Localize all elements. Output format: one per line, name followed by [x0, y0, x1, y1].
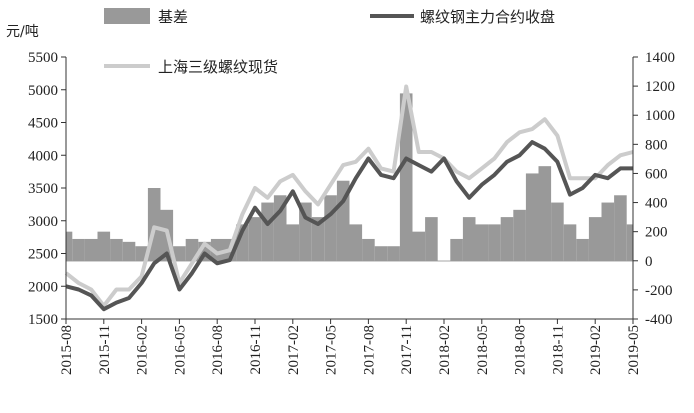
basis-bar — [324, 195, 337, 261]
x-tick-label: 2017-11 — [399, 325, 415, 374]
basis-bar — [626, 224, 633, 261]
basis-bar — [286, 224, 300, 261]
basis-bar — [475, 224, 489, 261]
basis-bar — [513, 209, 526, 261]
spot-price-line — [64, 84, 634, 308]
x-tick-labels: 2015-08 2015-11 2016-02 2016-05 2016-08 2016-… — [59, 319, 642, 375]
basis-bar — [399, 93, 413, 261]
left-tick-label: 3500 — [28, 181, 58, 197]
basis-bar — [173, 246, 186, 261]
basis-bar — [551, 202, 564, 261]
basis-bar — [462, 217, 476, 261]
basis-bar — [576, 238, 589, 261]
legend-swatch-basis — [104, 8, 150, 24]
basis-bar — [261, 202, 274, 261]
x-tick-label: 2019-02 — [588, 325, 604, 375]
x-tick-label: 2016-08 — [210, 325, 226, 375]
right-tick-label: 1400 — [645, 50, 675, 66]
right-tick-label: 1200 — [645, 79, 675, 95]
left-tick-label: 5000 — [28, 83, 58, 99]
basis-bar — [538, 166, 552, 261]
left-tick-label: 2500 — [28, 247, 58, 263]
x-tick-label: 2015-11 — [97, 325, 113, 374]
left-tick-label: 5500 — [28, 50, 58, 66]
basis-bar — [588, 217, 602, 261]
basis-bar — [210, 238, 224, 261]
basis-bar — [336, 180, 350, 261]
x-tick-label: 2017-05 — [324, 325, 340, 375]
basis-area-layer — [66, 93, 633, 261]
futures-close-line — [65, 140, 633, 312]
x-tick-label: 2019-05 — [626, 325, 642, 375]
right-tick-label: 1000 — [645, 108, 675, 124]
x-tick-label: 2018-05 — [475, 325, 491, 375]
legend-label-spot: 上海三级螺纹现货 — [158, 58, 278, 76]
basis-bar — [387, 246, 400, 261]
basis-bar — [110, 238, 123, 261]
basis-bar — [412, 231, 426, 261]
x-tick-label: 2018-11 — [550, 325, 566, 374]
right-tick-label: 800 — [645, 137, 668, 153]
series-line-layer — [64, 84, 634, 312]
basis-bar — [614, 195, 627, 261]
left-tick-label: 3000 — [28, 214, 58, 230]
basis-bar — [488, 224, 501, 261]
basis-bar — [450, 238, 463, 261]
x-tick-label: 2018-02 — [437, 325, 453, 375]
basis-bar — [84, 238, 98, 261]
basis-bar — [525, 173, 539, 261]
left-tick-labels: 1500 2000 2500 3000 3500 4000 4500 5000 5500 — [28, 50, 66, 328]
left-tick-label: 4000 — [28, 148, 58, 164]
x-tick-label: 2016-11 — [248, 325, 264, 374]
left-tick-label: 1500 — [28, 312, 58, 328]
basis-bar — [563, 224, 577, 261]
x-tick-label: 2016-05 — [172, 325, 188, 375]
basis-bar — [66, 231, 73, 261]
basis-bar — [122, 241, 136, 261]
right-tick-label: -400 — [645, 312, 673, 328]
basis-bar — [248, 217, 262, 261]
basis-bar — [72, 238, 85, 261]
basis-bar — [97, 231, 111, 261]
basis-bar — [349, 224, 363, 261]
x-tick-label: 2016-02 — [135, 325, 151, 375]
basis-bar — [362, 238, 375, 261]
legend: 基差 螺纹钢主力合约收盘 上海三级螺纹现货 — [104, 8, 555, 76]
basis-bar — [601, 202, 615, 261]
basis-bar — [311, 217, 325, 261]
left-tick-label: 2000 — [28, 279, 58, 295]
right-tick-label: 400 — [645, 196, 668, 212]
right-tick-label: 200 — [645, 225, 668, 241]
right-tick-label: 0 — [645, 254, 653, 270]
x-tick-label: 2017-08 — [361, 325, 377, 375]
right-tick-label: 600 — [645, 166, 668, 182]
x-tick-label: 2017-02 — [286, 325, 302, 375]
legend-label-basis: 基差 — [158, 8, 188, 26]
right-tick-label: -200 — [645, 283, 673, 299]
legend-label-futures: 螺纹钢主力合约收盘 — [420, 8, 555, 26]
left-tick-label: 4500 — [28, 116, 58, 132]
x-tick-label: 2015-08 — [59, 325, 75, 375]
basis-bar — [374, 246, 388, 261]
right-tick-labels: -400 -200 0 200 400 600 800 1000 1200 1400 — [633, 50, 675, 328]
x-tick-label: 2018-08 — [513, 325, 529, 375]
left-axis-unit: 元/吨 — [6, 24, 39, 40]
basis-bar — [500, 217, 514, 261]
basis-bar — [425, 217, 438, 261]
